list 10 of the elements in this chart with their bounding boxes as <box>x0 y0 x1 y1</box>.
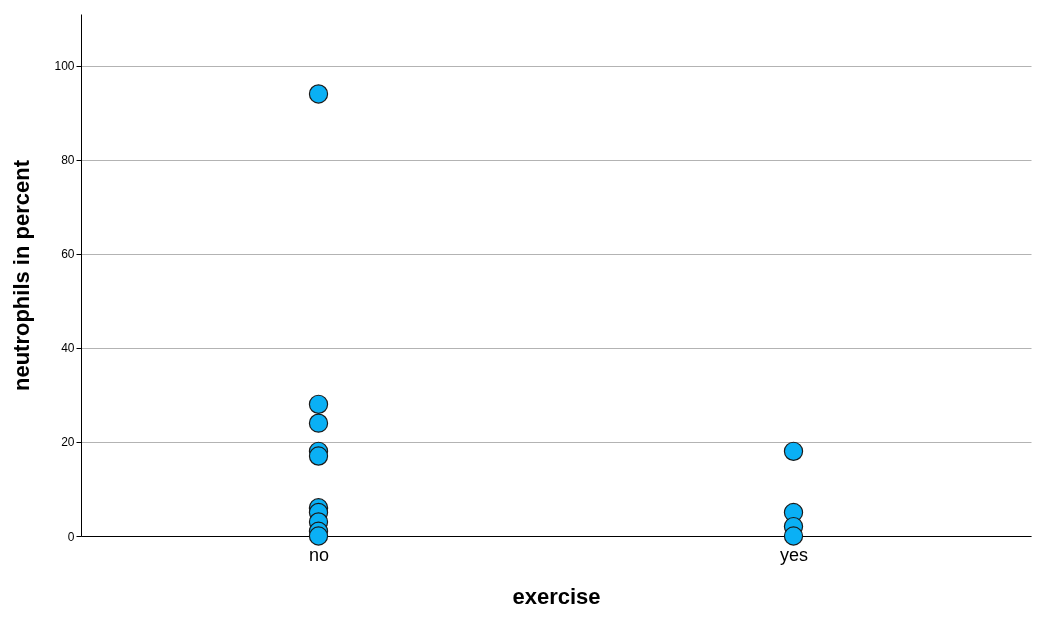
y-tick-label: 40 <box>61 341 75 356</box>
y-tick-label: 100 <box>54 59 75 74</box>
y-tick-label: 80 <box>61 153 75 168</box>
x-tick-label: yes <box>779 544 809 565</box>
y-tick-label: 20 <box>61 435 75 450</box>
y-tick-label: 0 <box>67 529 75 544</box>
y-tick-label: 60 <box>61 247 75 262</box>
x-tick-label: no <box>308 544 330 565</box>
x-axis-title: exercise <box>512 583 601 609</box>
y-axis-title: neutrophils in percent <box>9 159 35 392</box>
